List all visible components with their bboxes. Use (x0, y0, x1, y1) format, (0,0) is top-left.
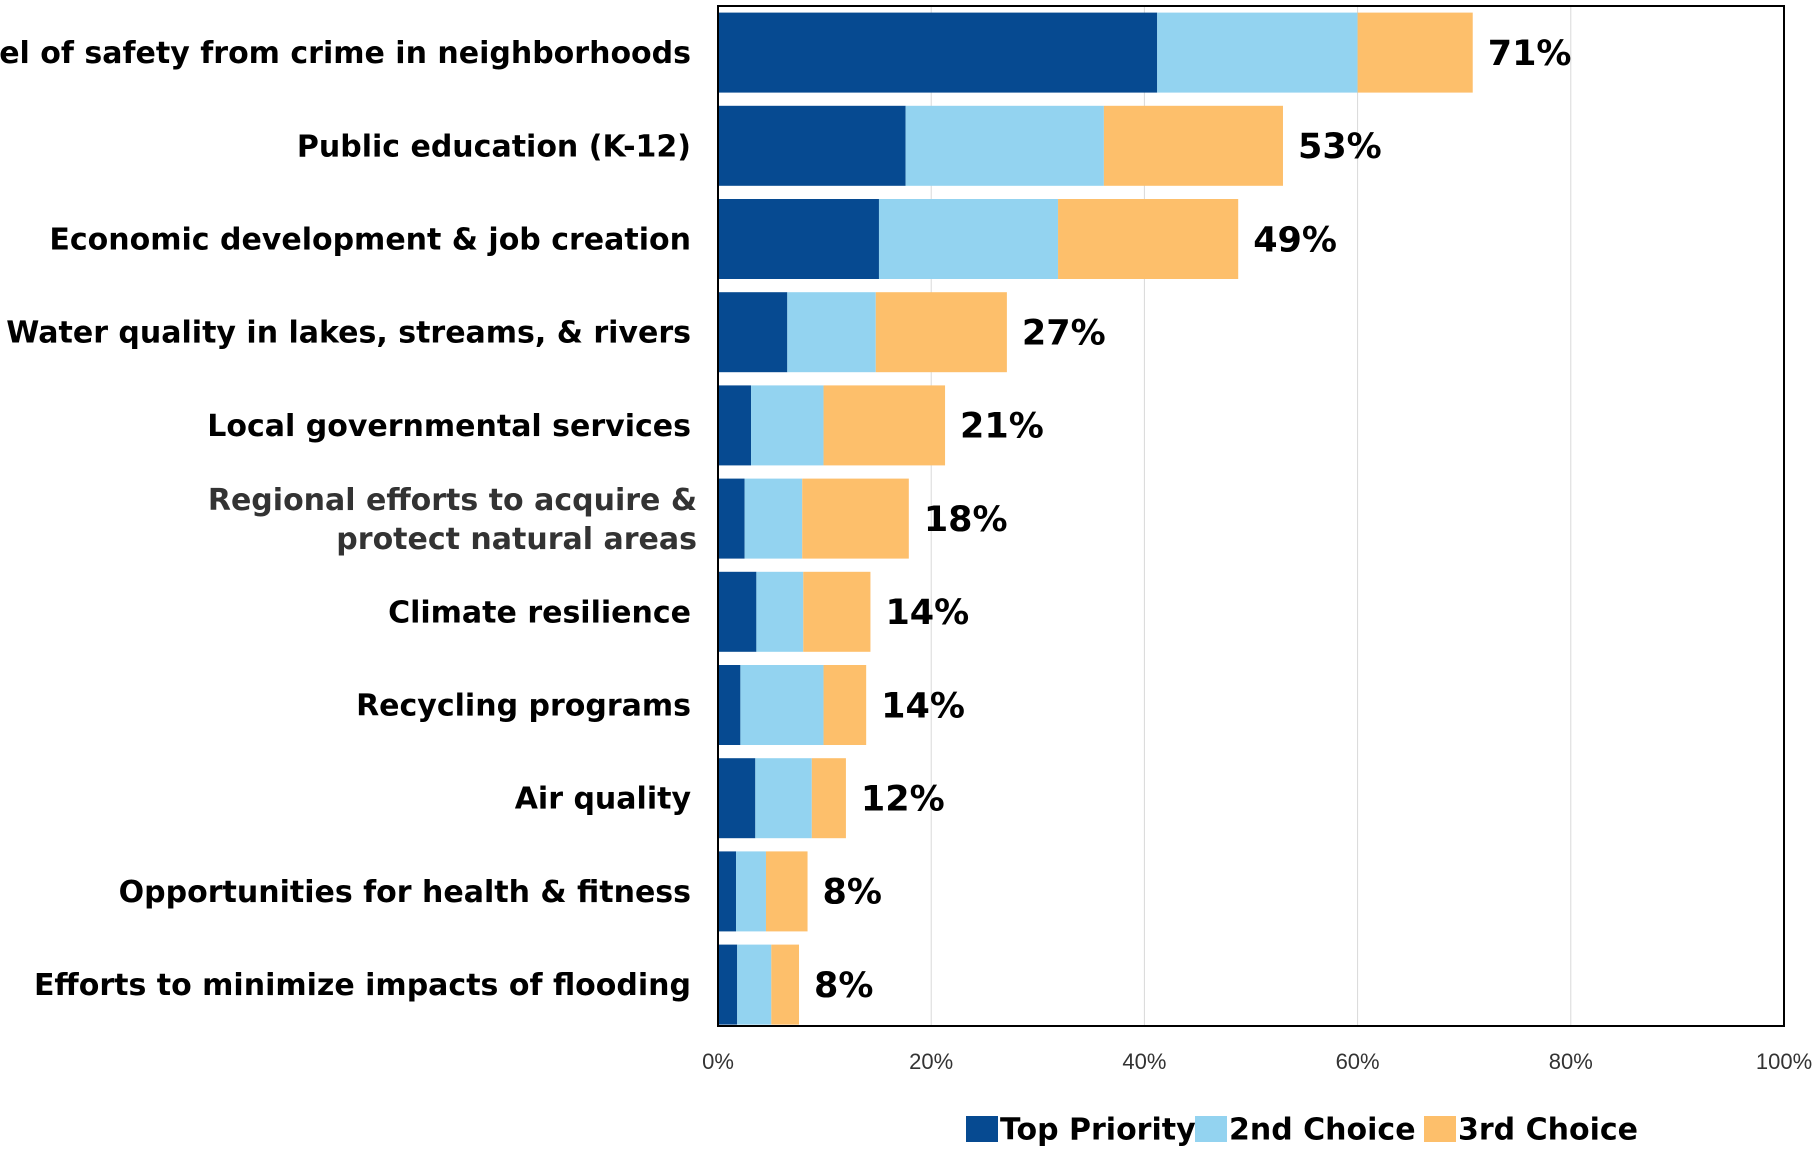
category-label: Climate resilience (388, 595, 691, 630)
bar-segment (765, 851, 808, 932)
legend-label: 2nd Choice (1229, 1113, 1416, 1148)
legend-swatch (1424, 1116, 1456, 1142)
bar-segment (771, 944, 800, 1025)
bar-segment (718, 665, 741, 745)
total-label: 8% (814, 966, 873, 1006)
bar-segment (1357, 12, 1473, 93)
x-tick-label: 40% (1122, 1049, 1166, 1074)
bar-segment (718, 758, 756, 839)
bar-segment (718, 385, 752, 466)
bar-segment (811, 758, 846, 839)
bar-segment (756, 571, 804, 652)
bar-segment (737, 944, 772, 1025)
category-label: Efforts to minimize impacts of flooding (34, 968, 691, 1003)
category-labels: Level of safety from crime in neighborho… (0, 36, 697, 1003)
x-tick-label: 100% (1756, 1049, 1812, 1074)
bar-segment (718, 199, 879, 279)
bar-segment (744, 478, 803, 559)
category-label: Recycling programs (356, 689, 691, 724)
category-label: Public education (K-12) (297, 129, 691, 164)
total-labels: 71% 53% 49% 27% 21% 18% 14% 14% 12% 8% 8% (814, 34, 1571, 1006)
bar-segment (718, 478, 745, 559)
total-label: 12% (861, 779, 945, 819)
bar-segment (802, 478, 909, 559)
bar-segment (751, 385, 824, 466)
total-label: 71% (1488, 34, 1572, 74)
bar-segment (1103, 105, 1283, 186)
category-label: Water quality in lakes, streams, & river… (6, 316, 691, 351)
bar-segment (875, 292, 1007, 373)
legend-label: Top Priority (1000, 1113, 1196, 1148)
x-tick-label: 0% (702, 1049, 734, 1074)
legend-swatch (1195, 1116, 1227, 1142)
bar-segment (740, 665, 824, 745)
bar-segment (1058, 199, 1239, 279)
bar-segment (718, 851, 737, 932)
total-label: 8% (823, 873, 882, 913)
total-label: 18% (924, 500, 1008, 540)
category-label: Local governmental services (207, 409, 691, 444)
legend: Top Priority 2nd Choice 3rd Choice (966, 1113, 1638, 1148)
x-tick-label: 80% (1549, 1049, 1593, 1074)
legend-swatch (966, 1116, 998, 1142)
total-label: 49% (1253, 220, 1337, 260)
legend-label: 3rd Choice (1458, 1113, 1638, 1148)
bar-segment (823, 665, 867, 745)
category-label: Economic development & job creation (49, 223, 691, 258)
x-tick-label: 60% (1336, 1049, 1380, 1074)
total-label: 21% (960, 407, 1044, 447)
plot-area-border (717, 5, 1785, 1027)
category-label: Opportunities for health & fitness (119, 875, 691, 910)
bar-segment (1157, 12, 1358, 93)
total-label: 53% (1298, 127, 1382, 167)
category-label: Level of safety from crime in neighborho… (0, 36, 691, 71)
total-label: 14% (885, 593, 969, 633)
bars (718, 12, 1473, 1025)
bar-segment (718, 292, 788, 373)
total-label: 14% (881, 686, 965, 726)
bar-segment (718, 105, 906, 186)
category-label: Regional efforts to acquire & protect nat… (208, 483, 697, 557)
total-label: 27% (1022, 313, 1106, 353)
bar-segment (905, 105, 1104, 186)
x-axis-tick-labels: 0% 20% 40% 60% 80% 100% (702, 1049, 1812, 1074)
bar-segment (787, 292, 876, 373)
bar-segment (878, 199, 1059, 279)
bar-segment (803, 571, 871, 652)
category-label: Air quality (515, 782, 692, 817)
bar-segment (823, 385, 946, 466)
bar-segment (718, 12, 1158, 93)
bar-segment (718, 944, 738, 1025)
bar-segment (755, 758, 812, 839)
x-tick-label: 20% (909, 1049, 953, 1074)
bar-segment (718, 571, 757, 652)
bar-segment (736, 851, 766, 932)
